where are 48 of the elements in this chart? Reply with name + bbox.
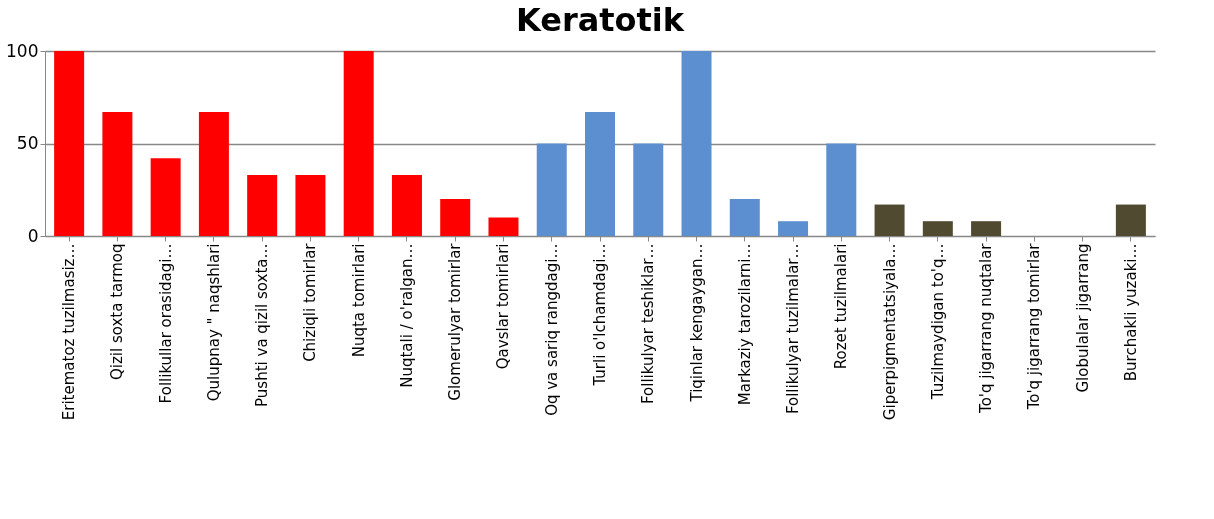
x-tick-label: Tiqinlar kengaygan… bbox=[687, 243, 706, 403]
bar bbox=[488, 217, 519, 236]
x-tick-label: Markaziy tarozilarni… bbox=[735, 243, 754, 406]
bar bbox=[1115, 204, 1146, 236]
bar bbox=[971, 221, 1002, 236]
x-tick-label: Rozet tuzilmalari bbox=[832, 243, 851, 370]
x-tick-label: Qizil soxta tarmoq bbox=[108, 243, 127, 380]
x-tick-label: Eritematoz tuzilmasiz… bbox=[60, 243, 79, 421]
x-tick-label: Globulalar jigarrang bbox=[1073, 243, 1092, 393]
x-tick-label: Qulupnay " naqshlari bbox=[204, 243, 223, 402]
bar bbox=[247, 174, 278, 236]
bar bbox=[778, 221, 809, 236]
bar bbox=[633, 143, 664, 236]
bar bbox=[198, 112, 229, 236]
bar bbox=[343, 51, 374, 236]
x-tick-label: To'q jigarrang nuqtalar bbox=[977, 242, 996, 414]
chart-title: Keratotik bbox=[515, 1, 685, 39]
y-tick-label: 50 bbox=[16, 133, 39, 153]
x-tick-label: Nuqtali / o'ralgan… bbox=[397, 243, 416, 388]
bar bbox=[102, 112, 133, 236]
y-tick-label: 0 bbox=[27, 225, 39, 246]
bar bbox=[729, 199, 760, 236]
x-tick-label: Turli o'lchamdagi… bbox=[591, 243, 609, 387]
x-tick-label: Pushti va qizil soxta… bbox=[253, 243, 272, 407]
x-tick-label: Oq va sariq rangdagi… bbox=[542, 243, 561, 416]
x-tick-label: Follikullar orasidagi… bbox=[156, 243, 175, 404]
x-tick-label: Follikulyar teshiklar… bbox=[639, 243, 658, 404]
x-tick-label: Tuzilmaydigan to'q… bbox=[928, 243, 947, 401]
bar bbox=[922, 221, 953, 236]
x-tick-label: Glomerulyar tomirlar bbox=[446, 242, 465, 401]
bar bbox=[54, 51, 85, 236]
x-tick-label: Giperpigmentatsiyala… bbox=[880, 243, 899, 421]
y-tick-label: 100 bbox=[6, 40, 39, 61]
x-tick-label: Qavslar tomirlari bbox=[494, 243, 513, 370]
bar bbox=[874, 204, 905, 236]
bar bbox=[391, 174, 422, 236]
bar bbox=[536, 143, 567, 236]
bar bbox=[585, 112, 615, 236]
bar bbox=[681, 51, 712, 236]
bar bbox=[440, 199, 471, 236]
bar bbox=[150, 158, 181, 236]
x-tick-label: Burchakli yuzaki… bbox=[1121, 243, 1140, 382]
x-tick-label: Follikulyar tuzilmalar… bbox=[784, 243, 803, 415]
bar bbox=[295, 174, 326, 236]
x-tick-label: To'q jigarrang tomirlar bbox=[1025, 242, 1044, 411]
x-tick-label: Nuqta tomirlari bbox=[349, 243, 368, 358]
x-tick-label: Chiziqli tomirlar bbox=[301, 242, 320, 362]
bar bbox=[826, 143, 857, 236]
